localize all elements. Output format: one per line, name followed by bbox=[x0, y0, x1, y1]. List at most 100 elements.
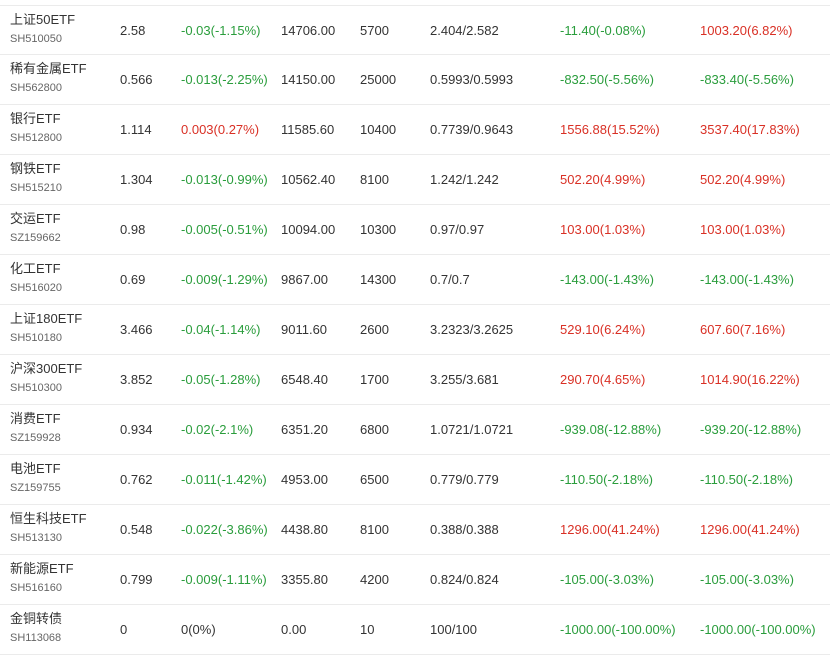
quantity-value: 6500 bbox=[360, 472, 389, 487]
quantity-value: 8100 bbox=[360, 522, 389, 537]
market-value: 9867.00 bbox=[281, 272, 328, 287]
table-row[interactable]: 沪深300ETF SH510300 3.852 -0.05(-1.28%) 65… bbox=[0, 355, 830, 405]
price-value: 0.762 bbox=[120, 472, 153, 487]
change-value: -0.013(-2.25%) bbox=[181, 72, 268, 87]
security-cell[interactable]: 交运ETF SZ159662 bbox=[10, 210, 61, 246]
change-value: 0.003(0.27%) bbox=[181, 122, 260, 137]
quantity-value: 10400 bbox=[360, 122, 397, 137]
security-code: SH113068 bbox=[10, 632, 62, 644]
security-name[interactable]: 上证50ETF bbox=[10, 12, 76, 27]
market-value: 3355.80 bbox=[281, 572, 328, 587]
security-name[interactable]: 电池ETF bbox=[10, 461, 61, 476]
today-pnl-value: 290.70(4.65%) bbox=[560, 372, 646, 387]
quantity-value: 10300 bbox=[360, 222, 397, 237]
price-value: 0 bbox=[120, 622, 128, 637]
today-pnl-value: -1000.00(-100.00%) bbox=[560, 622, 676, 637]
security-code: SH510300 bbox=[10, 382, 62, 394]
price-value: 0.98 bbox=[120, 222, 146, 237]
security-cell[interactable]: 电池ETF SZ159755 bbox=[10, 460, 61, 496]
table-row[interactable]: 消费ETF SZ159928 0.934 -0.02(-2.1%) 6351.2… bbox=[0, 405, 830, 455]
cost-value: 3.2323/3.2625 bbox=[430, 322, 514, 337]
change-value: -0.022(-3.86%) bbox=[181, 522, 268, 537]
table-row[interactable]: 新能源ETF SH516160 0.799 -0.009(-1.11%) 335… bbox=[0, 555, 830, 605]
table-row[interactable]: 钢铁ETF SH515210 1.304 -0.013(-0.99%) 1056… bbox=[0, 155, 830, 205]
price-value: 3.466 bbox=[120, 322, 153, 337]
total-pnl-value: -939.20(-12.88%) bbox=[700, 422, 802, 437]
price-value: 1.114 bbox=[120, 122, 152, 137]
table-row[interactable]: 化工ETF SH516020 0.69 -0.009(-1.29%) 9867.… bbox=[0, 255, 830, 305]
price-value: 0.566 bbox=[120, 72, 153, 87]
security-name[interactable]: 金铜转债 bbox=[10, 611, 63, 626]
security-code: SH510050 bbox=[10, 33, 62, 45]
security-cell[interactable]: 上证180ETF SH510180 bbox=[10, 310, 82, 346]
security-name[interactable]: 钢铁ETF bbox=[10, 161, 61, 176]
security-cell[interactable]: 新能源ETF SH516160 bbox=[10, 560, 74, 596]
security-name[interactable]: 消费ETF bbox=[10, 411, 61, 426]
change-value: -0.02(-2.1%) bbox=[181, 422, 254, 437]
price-value: 0.799 bbox=[120, 572, 153, 587]
table-row[interactable]: 交运ETF SZ159662 0.98 -0.005(-0.51%) 10094… bbox=[0, 205, 830, 255]
total-pnl-value: 103.00(1.03%) bbox=[700, 222, 786, 237]
security-cell[interactable]: 稀有金属ETF SH562800 bbox=[10, 60, 87, 96]
cost-value: 1.0721/1.0721 bbox=[430, 422, 514, 437]
today-pnl-value: 502.20(4.99%) bbox=[560, 172, 646, 187]
today-pnl-value: 529.10(6.24%) bbox=[560, 322, 646, 337]
market-value: 11585.60 bbox=[281, 122, 335, 137]
security-cell[interactable]: 银行ETF SH512800 bbox=[10, 110, 62, 146]
change-value: -0.005(-0.51%) bbox=[181, 222, 268, 237]
total-pnl-value: 1296.00(41.24%) bbox=[700, 522, 800, 537]
today-pnl-value: 1556.88(15.52%) bbox=[560, 122, 660, 137]
change-value: -0.05(-1.28%) bbox=[181, 372, 261, 387]
security-name[interactable]: 恒生科技ETF bbox=[10, 511, 87, 526]
table-row[interactable]: 银行ETF SH512800 1.114 0.003(0.27%) 11585.… bbox=[0, 105, 830, 155]
table-row[interactable]: 金铜转债 SH113068 0 0(0%) 0.00 10 100/100 -1… bbox=[0, 605, 830, 655]
change-value: -0.03(-1.15%) bbox=[181, 23, 261, 38]
total-pnl-value: -110.50(-2.18%) bbox=[700, 472, 793, 487]
security-name[interactable]: 交运ETF bbox=[10, 211, 61, 226]
security-name[interactable]: 银行ETF bbox=[10, 111, 61, 126]
table-row[interactable]: 电池ETF SZ159755 0.762 -0.011(-1.42%) 4953… bbox=[0, 455, 830, 505]
today-pnl-value: 1296.00(41.24%) bbox=[560, 522, 660, 537]
total-pnl-value: 502.20(4.99%) bbox=[700, 172, 786, 187]
table-row[interactable]: 恒生科技ETF SH513130 0.548 -0.022(-3.86%) 44… bbox=[0, 505, 830, 555]
security-name[interactable]: 上证180ETF bbox=[10, 311, 83, 326]
security-cell[interactable]: 金铜转债 SH113068 bbox=[10, 610, 62, 646]
security-name[interactable]: 沪深300ETF bbox=[10, 361, 83, 376]
cost-value: 0.7/0.7 bbox=[430, 272, 470, 287]
security-cell[interactable]: 沪深300ETF SH510300 bbox=[10, 360, 82, 396]
security-code: SH515210 bbox=[10, 182, 62, 194]
security-name[interactable]: 稀有金属ETF bbox=[10, 61, 87, 76]
cost-value: 100/100 bbox=[430, 622, 477, 637]
security-cell[interactable]: 恒生科技ETF SH513130 bbox=[10, 510, 87, 546]
security-cell[interactable]: 化工ETF SH516020 bbox=[10, 260, 62, 296]
market-value: 9011.60 bbox=[281, 322, 328, 337]
price-value: 2.58 bbox=[120, 23, 146, 38]
price-value: 3.852 bbox=[120, 372, 153, 387]
security-code: SH513130 bbox=[10, 532, 62, 544]
market-value: 14706.00 bbox=[281, 23, 336, 38]
table-row[interactable]: 上证180ETF SH510180 3.466 -0.04(-1.14%) 90… bbox=[0, 305, 830, 355]
table-row[interactable]: 上证50ETF SH510050 2.58 -0.03(-1.15%) 1470… bbox=[0, 5, 830, 55]
security-name[interactable]: 化工ETF bbox=[10, 261, 61, 276]
security-cell[interactable]: 钢铁ETF SH515210 bbox=[10, 160, 62, 196]
cost-value: 1.242/1.242 bbox=[430, 172, 499, 187]
security-name[interactable]: 新能源ETF bbox=[10, 561, 74, 576]
security-cell[interactable]: 上证50ETF SH510050 bbox=[10, 11, 75, 47]
total-pnl-value: -1000.00(-100.00%) bbox=[700, 622, 816, 637]
cost-value: 0.824/0.824 bbox=[430, 572, 499, 587]
market-value: 6548.40 bbox=[281, 372, 328, 387]
cost-value: 2.404/2.582 bbox=[430, 23, 499, 38]
price-value: 0.69 bbox=[120, 272, 146, 287]
today-pnl-value: -105.00(-3.03%) bbox=[560, 572, 654, 587]
market-value: 10562.40 bbox=[281, 172, 336, 187]
cost-value: 0.97/0.97 bbox=[430, 222, 485, 237]
quantity-value: 14300 bbox=[360, 272, 397, 287]
table-row[interactable]: 稀有金属ETF SH562800 0.566 -0.013(-2.25%) 14… bbox=[0, 55, 830, 105]
security-code: SZ159662 bbox=[10, 232, 61, 244]
cost-value: 0.388/0.388 bbox=[430, 522, 499, 537]
security-cell[interactable]: 消费ETF SZ159928 bbox=[10, 410, 61, 446]
quantity-value: 6800 bbox=[360, 422, 389, 437]
cost-value: 3.255/3.681 bbox=[430, 372, 499, 387]
security-code: SH516160 bbox=[10, 582, 62, 594]
change-value: -0.011(-1.42%) bbox=[181, 472, 267, 487]
